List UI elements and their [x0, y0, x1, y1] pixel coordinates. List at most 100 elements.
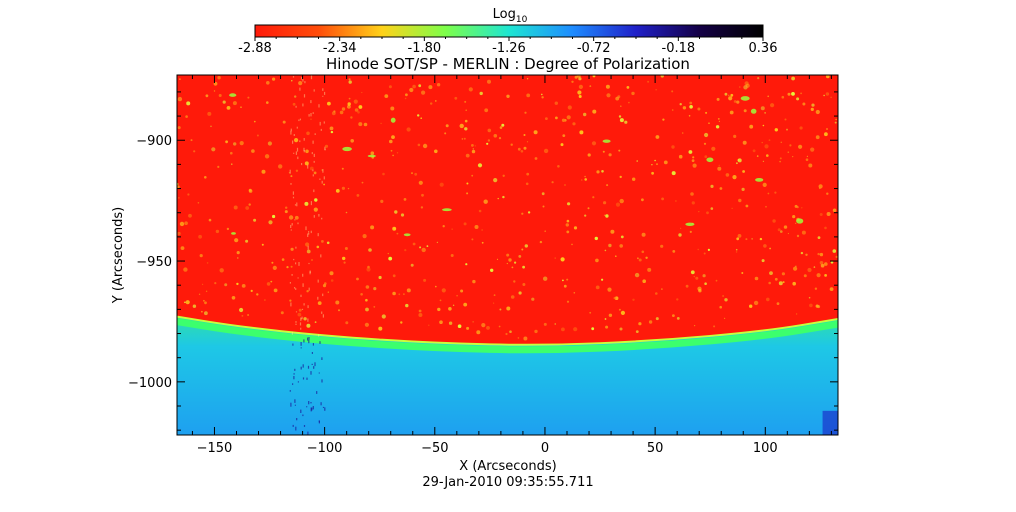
speckle: [185, 115, 188, 118]
speckle: [421, 193, 424, 197]
speckle: [792, 281, 796, 286]
speckle: [439, 320, 443, 325]
speckle: [247, 96, 250, 99]
dark-corner: [822, 410, 838, 435]
stripe-noise: [308, 114, 310, 117]
stripe-noise: [302, 364, 304, 368]
speckle: [353, 99, 358, 104]
speckle: [439, 182, 444, 187]
speckle: [406, 127, 411, 132]
speckle: [206, 262, 209, 264]
speckle: [392, 291, 396, 296]
speckle: [381, 314, 386, 319]
stripe-noise: [314, 133, 316, 135]
stripe-noise: [289, 390, 291, 392]
speckle: [186, 101, 191, 106]
speckle: [410, 263, 414, 267]
speckle: [551, 181, 554, 184]
speckle: [815, 304, 819, 308]
speckle: [524, 244, 528, 248]
speckle: [778, 281, 783, 286]
speckle: [648, 320, 653, 324]
speckle: [801, 230, 806, 235]
speckle: [724, 317, 726, 319]
speckle: [273, 288, 278, 293]
speckle: [579, 130, 584, 135]
speckle: [278, 164, 283, 169]
stripe-noise: [309, 270, 311, 273]
speckle: [613, 296, 616, 300]
speckle: [486, 326, 490, 330]
stripe-noise: [296, 202, 298, 207]
stripe-noise: [322, 314, 324, 318]
speckle: [678, 233, 682, 237]
stripe-noise: [313, 215, 315, 218]
speckle: [541, 96, 544, 99]
speckle: [289, 299, 292, 302]
speckle: [417, 114, 420, 117]
speckle: [445, 124, 449, 128]
speckle: [442, 225, 445, 228]
stripe-noise: [292, 76, 295, 78]
stripe-noise: [310, 402, 312, 404]
speckle: [414, 172, 418, 176]
speckle: [329, 126, 334, 131]
stripe-noise: [299, 322, 302, 326]
speckle: [290, 265, 293, 268]
speckle: [545, 117, 548, 120]
speckle: [363, 122, 368, 127]
speckle: [689, 230, 692, 233]
stripe-noise: [289, 282, 291, 284]
stripe-noise: [307, 337, 309, 341]
speckle: [217, 76, 221, 80]
speckle: [591, 327, 595, 331]
stripe-noise: [311, 352, 313, 354]
speckle: [823, 94, 825, 97]
speckle: [247, 314, 250, 316]
speckle: [815, 109, 820, 115]
speckle: [222, 100, 226, 104]
speckle: [702, 274, 706, 278]
speckle: [522, 265, 525, 269]
speckle: [452, 304, 455, 306]
speckle: [676, 298, 679, 301]
speckle: [256, 134, 259, 137]
speckle: [571, 243, 573, 246]
speckle: [178, 197, 180, 199]
speckle: [671, 109, 674, 111]
speckle: [632, 177, 636, 181]
colorbar-tick-label: -2.34: [323, 41, 357, 56]
speckle: [493, 294, 496, 296]
speckle: [305, 242, 310, 247]
speckle: [698, 211, 700, 213]
speckle: [297, 312, 302, 317]
speckle: [517, 337, 520, 339]
speckle: [463, 302, 468, 307]
speckle: [311, 259, 313, 261]
speckle: [826, 212, 831, 216]
speckle: [347, 187, 350, 190]
speckle: [662, 118, 665, 121]
speckle: [655, 317, 659, 321]
stripe-noise: [302, 273, 304, 277]
speckle: [448, 321, 453, 325]
speckle: [358, 122, 363, 127]
speckle: [396, 232, 399, 235]
stripe-noise: [303, 303, 305, 306]
speckle: [439, 299, 442, 302]
speckle: [772, 219, 776, 223]
speckle: [261, 243, 264, 246]
speckle: [759, 237, 763, 241]
speckle: [177, 126, 181, 130]
speckle: [303, 317, 307, 321]
speckle: [707, 248, 711, 251]
stripe-noise: [297, 381, 299, 383]
speckle: [428, 85, 433, 90]
speckle: [704, 132, 709, 138]
stripe-noise: [312, 140, 314, 144]
stripe-noise: [295, 105, 297, 108]
speckle: [806, 155, 809, 157]
speckle: [694, 325, 696, 327]
speckle: [451, 228, 453, 230]
stripe-noise: [312, 343, 314, 346]
